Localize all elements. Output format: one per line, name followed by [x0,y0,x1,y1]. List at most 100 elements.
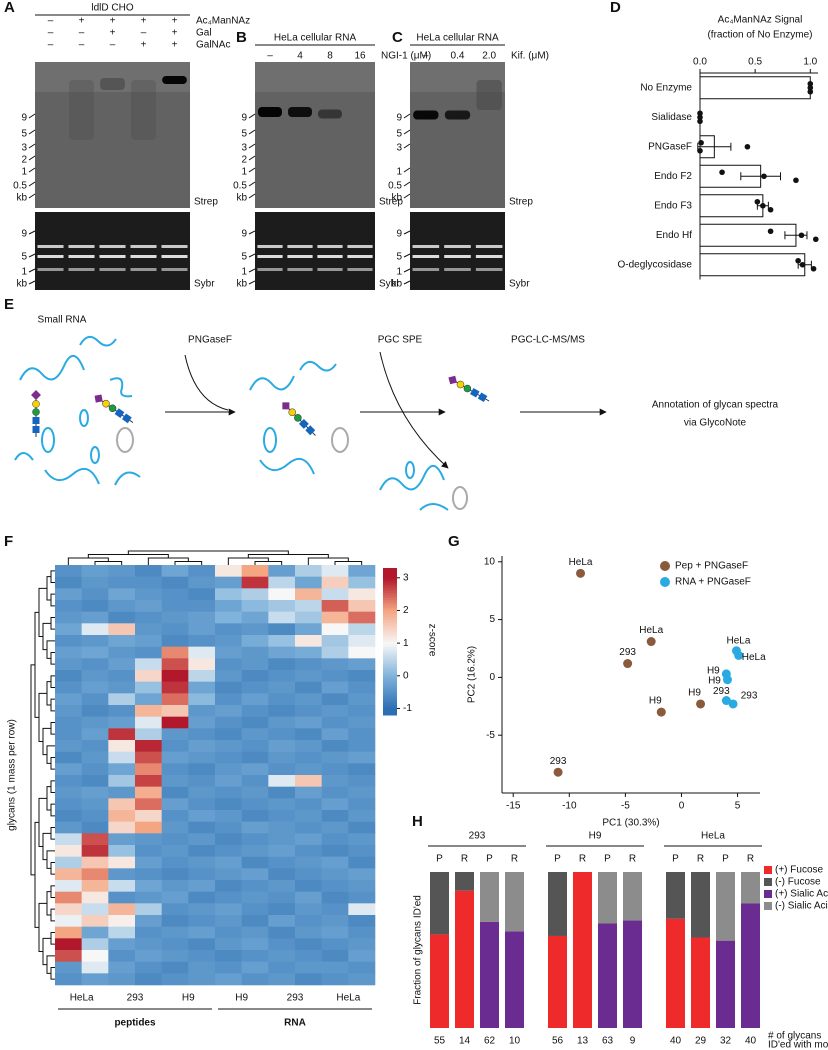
heatmap-cell [348,588,376,601]
bar-label: R [461,854,468,865]
heatmap-cell [161,926,189,939]
heatmap-cell [321,775,349,787]
workflow-step: PGC-LC-MS/MS [511,335,585,346]
heatmap-cell [55,915,82,927]
heatmap-cell [295,821,322,834]
heatmap-cell [81,576,109,589]
heatmap-cell [348,810,376,822]
sybr-band [444,245,471,248]
rna-hairpin-gray [331,427,349,453]
heatmap-cell [268,611,296,624]
x-tick-label: 1.0 [803,57,817,68]
sybr-band [68,268,95,271]
ladder-tick [248,230,256,235]
bar-segment [598,872,617,924]
heatmap-cell [268,845,296,857]
colorbar-step [383,658,397,662]
heatmap-cell [81,705,109,717]
colorbar-step [383,619,397,623]
heatmap-cell [321,856,349,869]
dendrogram [50,885,55,898]
heatmap-cell [268,600,296,612]
bar-label: P [554,854,561,865]
heatmap-cell [321,646,349,659]
ladder-tick [248,181,256,187]
heatmap-cell [241,938,269,951]
heatmap-cell [161,565,189,577]
heatmap-cell [188,716,216,729]
heatmap-cell [108,903,136,916]
heatmap-cell [348,821,376,834]
sybr-band [317,268,343,271]
heatmap-cell [268,565,296,577]
heatmap-cell [108,635,136,647]
colorbar-step [383,673,397,677]
ladder-label: 9 [396,229,402,240]
dendrogram [50,698,55,712]
condition-sign: + [110,28,116,39]
heatmap-cell [215,775,242,787]
ladder-tick [28,268,36,273]
colorbar-step [383,602,397,606]
y-axis-label: Fraction of glycans ID'ed [413,895,424,1005]
heatmap-cell [241,588,269,601]
sybr-band [257,255,283,258]
dendrogram [50,617,55,630]
workflow-step: Small RNA [38,315,87,326]
x-tick-label: 0.5 [748,57,762,68]
heatmap-cell [295,576,322,589]
data-point [646,637,656,647]
heatmap-cell [161,938,189,951]
colorbar-step [383,670,397,674]
condition-sign: – [79,40,85,51]
ladder-tick [403,181,411,187]
heatmap-cell [295,623,322,636]
heatmap-cell [348,658,376,671]
heatmap-cell [241,915,269,927]
heatmap-cell [215,623,242,636]
heatmap-cell [188,623,216,636]
heatmap-cell [321,565,349,577]
ladder-label: 1 [396,267,402,278]
ladder-label: 3 [21,143,27,154]
heatmap-cell [321,833,349,846]
ladder-label: 2 [21,155,27,166]
heatmap-cell [215,868,242,881]
heatmap-cell [135,728,162,741]
colorbar-step [383,580,397,584]
colorbar-step [383,700,397,704]
heatmap-cell [135,961,162,974]
heatmap-cell [268,810,296,822]
legend-label: (-) Fucose [775,877,821,888]
heatmap-cell [268,973,296,986]
count-label: 9 [630,1036,636,1047]
column-label: H9 [235,993,248,1004]
heatmap-cell [321,751,349,764]
strep-gel-shade [255,62,375,92]
ladder-tick [28,155,36,161]
colorbar-step [383,629,397,633]
data-point [810,265,817,272]
heatmap-cell [241,856,269,869]
data-point [697,114,703,121]
heatmap-cell [241,786,269,799]
bar-segment [741,903,760,1028]
rna-hairpin [79,409,89,427]
sybr-band [37,245,64,248]
heatmap-cell [241,973,269,986]
heatmap-cell [188,635,216,647]
heatmap-cell [215,565,242,577]
heatmap-cell [241,670,269,682]
heatmap-cell [348,576,376,589]
heatmap-cell [161,821,189,834]
heatmap-cell [215,950,242,962]
dendrogram [50,908,55,922]
gel-band [288,107,312,117]
heatmap-cell [135,938,162,951]
heatmap-cell [188,681,216,694]
heatmap-cell [161,658,189,671]
panel-letter: C [392,29,403,46]
dendrogram [50,803,55,817]
group-label: RNA [284,1018,306,1029]
